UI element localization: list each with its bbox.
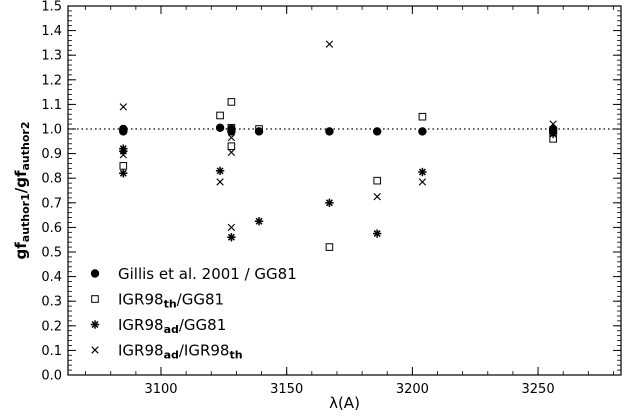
data-point-open-square	[228, 99, 235, 106]
y-tick-label: 1.2	[41, 73, 62, 88]
data-point-asterisk	[373, 229, 381, 237]
legend-label: IGR98ad/IGR98th	[118, 342, 243, 362]
data-point-open-square	[374, 177, 381, 184]
y-tick-label: 0.5	[41, 246, 62, 261]
data-point-filled-circle	[216, 124, 224, 132]
y-tick-label: 1.5	[41, 0, 62, 15]
data-point-open-square	[228, 143, 235, 150]
y-tick-label: 0.7	[41, 196, 62, 211]
y-tick-label: 1.3	[41, 49, 62, 64]
y-tick-label: 0.2	[41, 319, 62, 334]
y-tick-label: 0.8	[41, 172, 62, 187]
x-tick-label: 3100	[144, 382, 177, 397]
data-point-filled-circle	[418, 127, 426, 135]
data-point-cross	[228, 149, 235, 156]
data-point-open-square	[120, 163, 127, 170]
data-point-open-square	[326, 244, 333, 251]
legend-marker-asterisk	[91, 320, 99, 328]
data-point-filled-circle	[373, 127, 381, 135]
data-point-asterisk	[119, 169, 127, 177]
x-tick-label: 3200	[396, 382, 429, 397]
y-tick-label: 1.4	[41, 24, 62, 39]
data-point-open-square	[419, 113, 426, 120]
data-point-asterisk	[418, 168, 426, 176]
data-point-asterisk	[216, 167, 224, 175]
y-tick-label: 1.0	[41, 123, 62, 138]
axis-ticks: 0.0 0.1 0.2 0.3 0.4 0.5 0.6 0.7 0.8 0.9 1.0 1.1 1.2 1…	[41, 0, 621, 397]
legend-label: IGR98th/GG81	[118, 291, 224, 311]
y-tick-label: 0.1	[41, 344, 62, 359]
data-point-filled-circle	[325, 127, 333, 135]
data-point-cross	[374, 193, 381, 200]
y-tick-label: 0.4	[41, 270, 62, 285]
data-point-asterisk	[255, 217, 263, 225]
x-axis-label: λ(A)	[329, 394, 360, 412]
data-points	[119, 41, 557, 251]
y-tick-label: 0.3	[41, 295, 62, 310]
x-tick-label: 3250	[522, 382, 555, 397]
data-point-asterisk	[549, 130, 557, 138]
data-point-cross	[120, 104, 127, 111]
legend: Gillis et al. 2001 / GG81 IGR98th/GG81 IGR…	[91, 265, 297, 362]
y-tick-label: 0.6	[41, 221, 62, 236]
legend-label: Gillis et al. 2001 / GG81	[118, 265, 297, 283]
data-point-asterisk	[325, 199, 333, 207]
data-point-cross	[217, 179, 224, 186]
legend-label: IGR98ad/GG81	[118, 316, 226, 336]
legend-marker-open-square	[92, 296, 99, 303]
data-point-open-square	[217, 112, 224, 119]
y-tick-label: 0.9	[41, 147, 62, 162]
y-tick-label: 1.1	[41, 98, 62, 113]
data-point-asterisk	[227, 233, 235, 241]
y-axis-label: gfauthor1/gfauthor2	[12, 122, 32, 260]
x-tick-label: 3150	[270, 382, 303, 397]
data-point-cross	[326, 41, 333, 48]
data-point-cross	[228, 224, 235, 231]
data-point-cross	[419, 179, 426, 186]
data-point-filled-circle	[119, 127, 127, 135]
legend-marker-filled-circle	[91, 269, 99, 277]
legend-marker-cross	[92, 347, 99, 354]
y-tick-label: 0.0	[41, 369, 62, 384]
